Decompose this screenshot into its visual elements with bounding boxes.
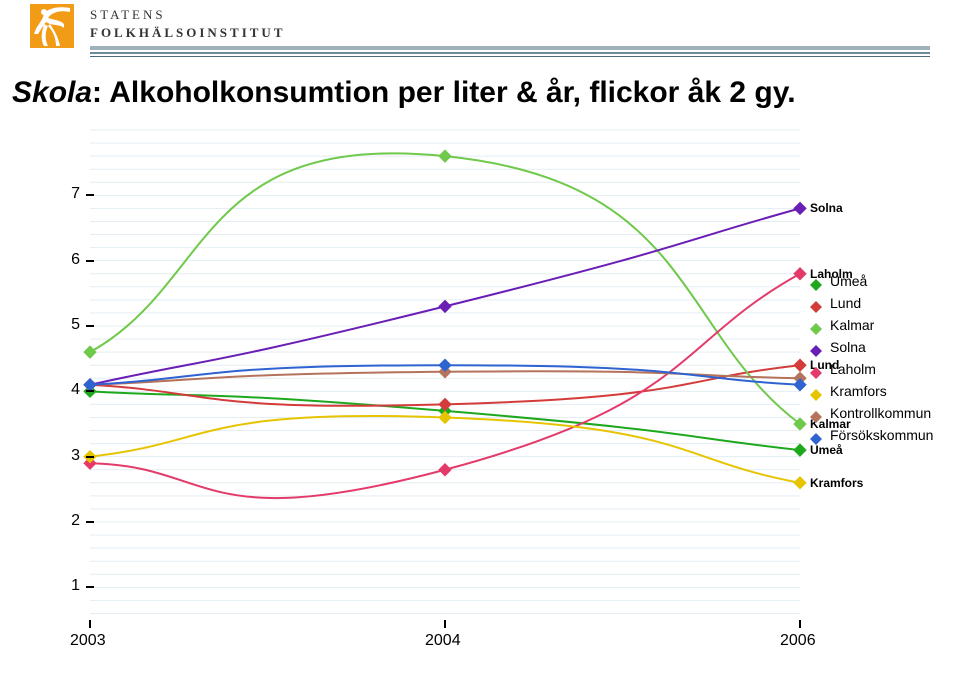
title-rest: : Alkoholkonsumtion per liter & år, flic…: [92, 76, 796, 109]
legend: UmeåLundKalmarSolnaLaholmKramforsKontrol…: [810, 270, 940, 446]
legend-item-försökskommun: Försökskommun: [810, 424, 940, 446]
logo: [30, 4, 74, 48]
legend-item-lund: Lund: [810, 292, 940, 314]
legend-label: Kalmar: [830, 314, 874, 336]
org-line2: FOLKHÄLSOINSTITUT: [90, 24, 286, 42]
xtick: [799, 620, 801, 628]
ytick: [86, 456, 94, 458]
org-line1: STATENS: [90, 6, 286, 24]
legend-marker-icon: [810, 319, 822, 331]
legend-item-kalmar: Kalmar: [810, 314, 940, 336]
ytick-label: 4: [60, 381, 80, 399]
legend-label: Kramfors: [830, 380, 887, 402]
legend-marker-icon: [810, 363, 822, 375]
title-italic: Skola: [12, 76, 92, 109]
legend-marker-icon: [810, 297, 822, 309]
xtick: [89, 620, 91, 628]
xtick-label: 2003: [70, 632, 106, 650]
ytick-label: 5: [60, 316, 80, 334]
ytick: [86, 325, 94, 327]
ytick-label: 6: [60, 251, 80, 269]
org-name: STATENS FOLKHÄLSOINSTITUT: [90, 6, 286, 42]
ytick-label: 1: [60, 577, 80, 595]
legend-marker-icon: [810, 341, 822, 353]
legend-label: Laholm: [830, 358, 876, 380]
page-title: Skola: Alkoholkonsumtion per liter & år,…: [12, 76, 796, 110]
ytick-label: 7: [60, 185, 80, 203]
ytick: [86, 194, 94, 196]
legend-label: Försökskommun: [830, 424, 933, 446]
header: STATENS FOLKHÄLSOINSTITUT: [0, 0, 960, 56]
xtick: [444, 620, 446, 628]
legend-marker-icon: [810, 385, 822, 397]
ytick-label: 3: [60, 447, 80, 465]
header-rule: [90, 46, 930, 57]
inline-label-solna: Solna: [810, 201, 843, 215]
inline-label-kramfors: Kramfors: [810, 476, 863, 490]
legend-label: Solna: [830, 336, 866, 358]
legend-item-laholm: Laholm: [810, 358, 940, 380]
ytick-label: 2: [60, 512, 80, 530]
chart: 1234567200320042006SolnaLaholmLundKalmar…: [50, 120, 920, 650]
legend-marker-icon: [810, 429, 822, 441]
xtick-label: 2004: [425, 632, 461, 650]
legend-item-solna: Solna: [810, 336, 940, 358]
legend-label: Umeå: [830, 270, 867, 292]
ytick: [86, 390, 94, 392]
xtick-label: 2006: [780, 632, 816, 650]
ytick: [86, 521, 94, 523]
legend-item-kontrollkommun: Kontrollkommun: [810, 402, 940, 424]
legend-label: Lund: [830, 292, 861, 314]
legend-item-umeå: Umeå: [810, 270, 940, 292]
legend-marker-icon: [810, 275, 822, 287]
ytick: [86, 260, 94, 262]
chart-overlay: 1234567200320042006SolnaLaholmLundKalmar…: [50, 120, 920, 650]
legend-item-kramfors: Kramfors: [810, 380, 940, 402]
legend-marker-icon: [810, 407, 822, 419]
legend-label: Kontrollkommun: [830, 402, 931, 424]
ytick: [86, 586, 94, 588]
